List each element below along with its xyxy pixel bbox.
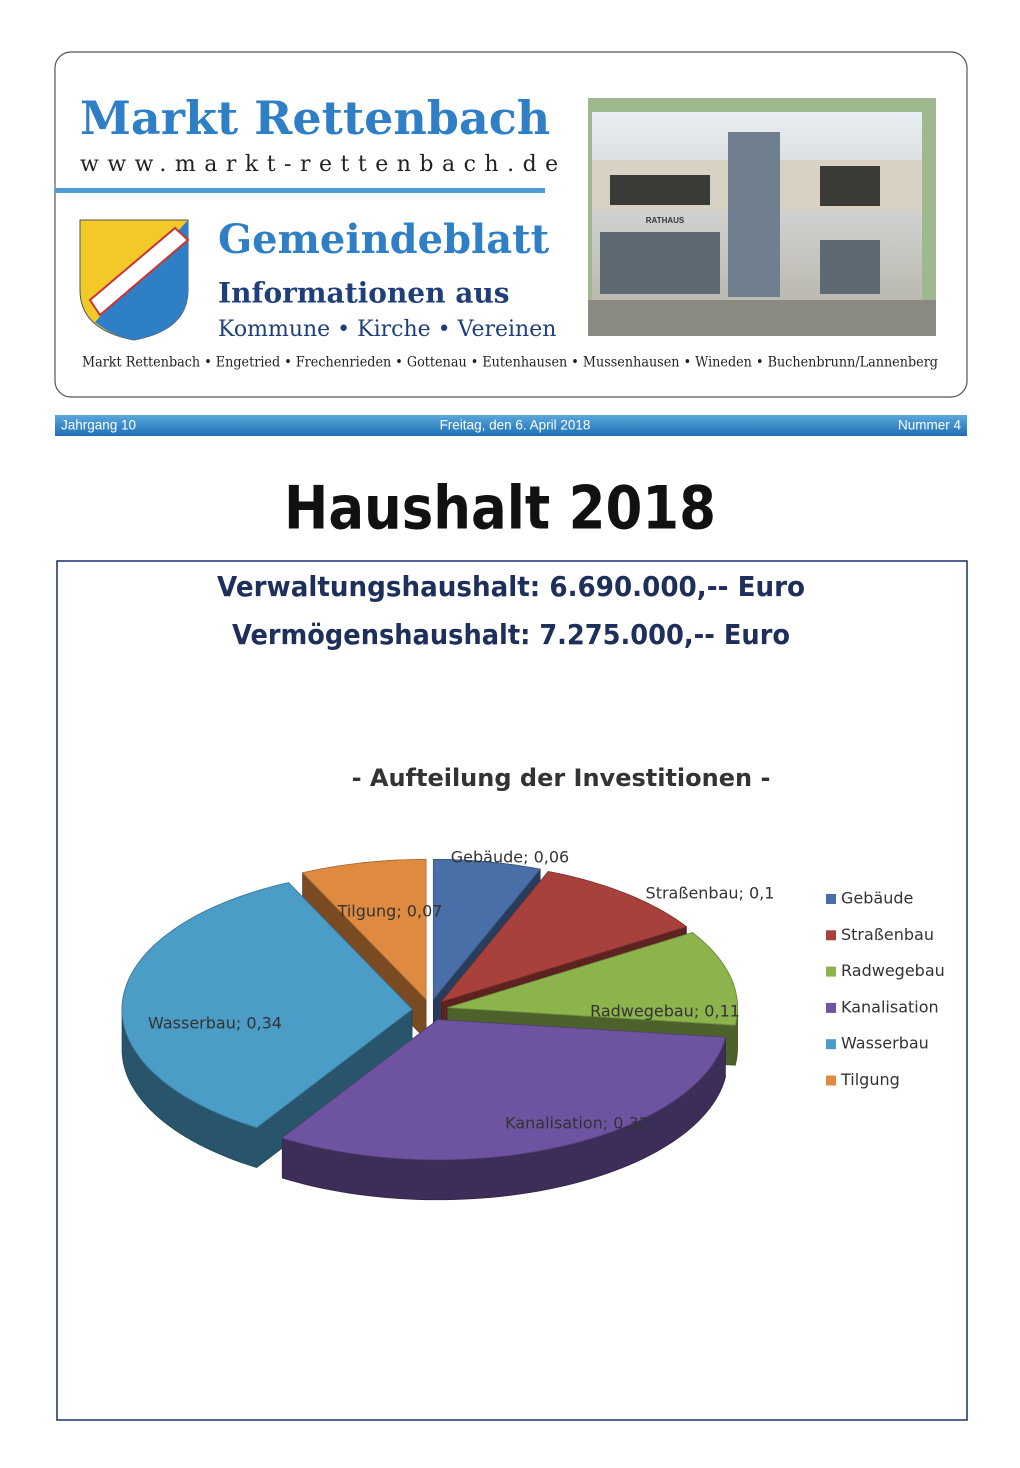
data-label: Radwegebau; 0,11 [590, 1002, 740, 1021]
slice [281, 1019, 726, 1161]
topics: Kommune • Kirche • Vereinen [218, 317, 556, 342]
slice [440, 871, 688, 1003]
data-label: Wasserbau; 0,34 [148, 1014, 282, 1033]
legend: Gebäude Straßenbau Radwegebau Kanalisation W… [826, 889, 945, 1089]
data-label: Kanalisation; 0,32 [505, 1114, 649, 1133]
pie [121, 858, 738, 1201]
crest [79, 219, 190, 341]
slice [121, 882, 413, 1128]
data-label: Gebäude; 0,06 [451, 848, 569, 867]
issue-number: Nummer 4 [898, 418, 962, 433]
chart-title: - Aufteilung der Investitionen - [352, 764, 771, 792]
legend-label: Gebäude [841, 889, 913, 908]
places: Markt Rettenbach • Engetried • Frechenri… [82, 355, 938, 371]
slice [432, 858, 541, 1001]
photo-sign: RATHAUS [646, 216, 685, 225]
slice [301, 859, 427, 1001]
legend-swatch [826, 966, 836, 977]
legend-label: Kanalisation [841, 997, 939, 1016]
issue-volume: Jahrgang 10 [61, 418, 136, 433]
legend-label: Straßenbau [841, 925, 934, 944]
legend-swatch [826, 1075, 836, 1086]
issue-bar [55, 415, 967, 436]
legend-swatch [826, 930, 836, 941]
legend-label: Tilgung [840, 1070, 900, 1089]
data-label: Tilgung; 0,07 [337, 902, 443, 921]
masthead-url: www.markt-rettenbach.de [80, 152, 567, 177]
legend-label: Radwegebau [841, 961, 945, 980]
town-hall-photo: RATHAUS [588, 98, 936, 336]
budget-line-1: Verwaltungshaushalt: 6.690.000,-- Euro [217, 570, 805, 603]
issue-date: Freitag, den 6. April 2018 [440, 418, 591, 433]
slice [447, 932, 738, 1026]
legend-swatch [826, 1039, 836, 1050]
masthead-title: Markt Rettenbach [80, 91, 550, 145]
rule [55, 188, 545, 193]
legend-swatch [826, 1002, 836, 1013]
subtitle: Gemeindeblatt [218, 216, 550, 263]
legend-label: Wasserbau [841, 1034, 929, 1053]
budget-line-2: Vermögenshaushalt: 7.275.000,-- Euro [232, 618, 790, 651]
legend-swatch [826, 894, 836, 904]
tagline: Informationen aus [218, 277, 509, 310]
data-labels: Gebäude; 0,06 Straßenbau; 0,1 Radwegebau; … [148, 848, 774, 1133]
headline: Haushalt 2018 [284, 474, 716, 544]
data-label: Straßenbau; 0,1 [646, 884, 775, 903]
